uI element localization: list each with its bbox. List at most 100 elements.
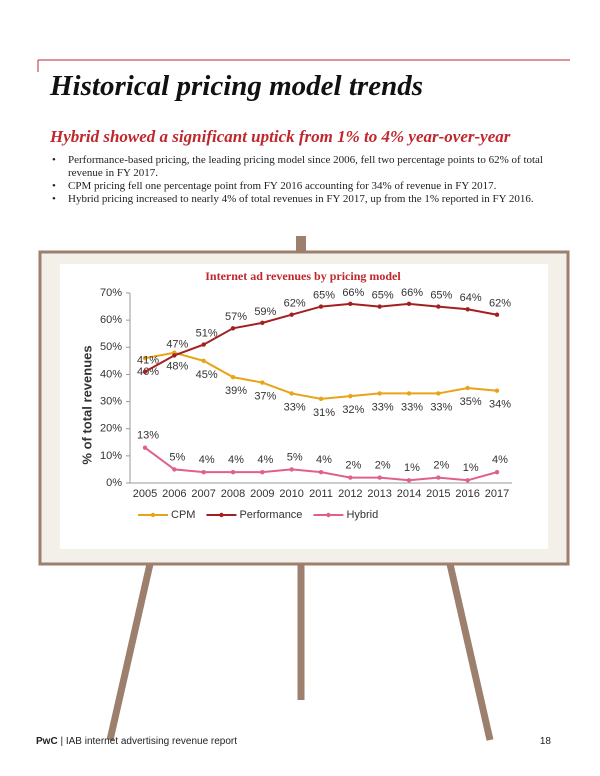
- title: Historical pricing model trends: [50, 70, 423, 102]
- subtitle: Hybrid showed a significant uptick from …: [50, 127, 511, 146]
- point: [406, 391, 412, 396]
- x-tick-label: 2013: [367, 488, 391, 500]
- data-label: 62%: [489, 298, 511, 310]
- point: [230, 374, 236, 380]
- y-tick-label: 50%: [100, 341, 122, 353]
- legend-label: Hybrid: [346, 509, 378, 521]
- data-label: 2%: [345, 459, 361, 471]
- data-label: 34%: [489, 399, 511, 411]
- point: [260, 380, 265, 385]
- x-tick-label: 2012: [338, 488, 362, 500]
- point: [377, 391, 382, 396]
- y-tick-label: 0%: [106, 477, 122, 489]
- data-label: 51%: [196, 327, 218, 339]
- point: [201, 342, 206, 347]
- point: [318, 396, 324, 402]
- point: [142, 445, 148, 450]
- data-label: 66%: [401, 287, 423, 299]
- data-label: 46%: [137, 366, 159, 378]
- footer: PwC | IAB internet advertising revenue r…: [36, 736, 551, 747]
- data-label: 66%: [342, 287, 364, 299]
- point: [172, 353, 177, 358]
- easel-leg: [106, 563, 154, 741]
- data-label: 1%: [404, 462, 420, 474]
- bullet: Hybrid pricing increased to nearly 4% of…: [50, 193, 550, 206]
- point: [377, 304, 382, 309]
- data-label: 65%: [313, 289, 335, 301]
- data-label: 33%: [430, 401, 452, 413]
- point: [348, 393, 353, 399]
- data-label: 4%: [316, 454, 332, 466]
- data-label: 57%: [225, 311, 247, 323]
- point: [465, 478, 470, 483]
- data-label: 37%: [254, 390, 276, 402]
- x-tick-label: 2017: [485, 488, 509, 500]
- point: [377, 475, 382, 480]
- data-label: 48%: [166, 361, 188, 373]
- point: [142, 369, 148, 374]
- x-tick-label: 2016: [455, 488, 479, 500]
- point: [289, 391, 294, 396]
- data-label: 41%: [137, 355, 159, 367]
- data-label: 13%: [137, 430, 159, 442]
- point: [465, 307, 470, 312]
- point: [230, 326, 236, 331]
- x-tick-label: 2005: [133, 488, 157, 500]
- point: [201, 358, 206, 364]
- easel-clip: [296, 236, 306, 254]
- data-label: 33%: [372, 401, 394, 413]
- legend-label: Performance: [239, 509, 302, 521]
- data-label: 4%: [257, 454, 273, 466]
- data-label: 4%: [492, 454, 508, 466]
- data-label: 35%: [460, 396, 482, 408]
- data-label: 47%: [166, 338, 188, 350]
- point: [260, 320, 265, 326]
- y-axis-label: % of total revenues: [79, 345, 94, 464]
- data-label: 2%: [433, 459, 449, 471]
- data-label: 4%: [199, 454, 215, 466]
- footer-brand: PwC: [36, 736, 58, 747]
- chart-title: Internet ad revenues by pricing model: [205, 269, 401, 283]
- data-label: 33%: [284, 401, 306, 413]
- y-tick-label: 40%: [100, 368, 122, 380]
- point: [494, 388, 500, 393]
- page-number: 18: [539, 736, 551, 747]
- bullet: CPM pricing fell one percentage point fr…: [50, 180, 550, 193]
- easel-leg: [446, 563, 494, 741]
- y-tick-label: 10%: [100, 450, 122, 462]
- data-label: 5%: [287, 451, 303, 463]
- data-label: 32%: [342, 404, 364, 416]
- footer-text: | IAB internet advertising revenue repor…: [60, 736, 238, 747]
- data-label: 33%: [401, 401, 423, 413]
- x-tick-label: 2010: [279, 488, 303, 500]
- point: [436, 304, 441, 309]
- y-tick-label: 60%: [100, 314, 122, 326]
- legend-marker: [150, 512, 156, 518]
- data-label: 2%: [375, 459, 391, 471]
- point: [318, 469, 324, 475]
- y-tick-label: 30%: [100, 395, 122, 407]
- point: [172, 467, 177, 472]
- x-tick-label: 2011: [309, 488, 333, 500]
- y-tick-label: 70%: [100, 287, 122, 299]
- legend-marker: [326, 512, 331, 518]
- point: [142, 355, 148, 361]
- x-tick-label: 2007: [191, 488, 215, 500]
- point: [436, 391, 441, 396]
- point: [436, 475, 441, 480]
- point: [289, 312, 294, 317]
- point: [201, 469, 206, 475]
- data-label: 65%: [372, 289, 394, 301]
- legend-label: CPM: [171, 509, 195, 521]
- data-label: 31%: [313, 407, 335, 419]
- point: [406, 301, 412, 307]
- point: [465, 385, 470, 391]
- x-tick-label: 2014: [397, 488, 421, 500]
- point: [260, 469, 265, 475]
- point: [494, 469, 500, 475]
- x-tick-label: 2009: [250, 488, 274, 500]
- point: [230, 469, 236, 475]
- x-tick-label: 2006: [162, 488, 186, 500]
- bullet-list: Performance-based pricing, the leading p…: [50, 154, 550, 206]
